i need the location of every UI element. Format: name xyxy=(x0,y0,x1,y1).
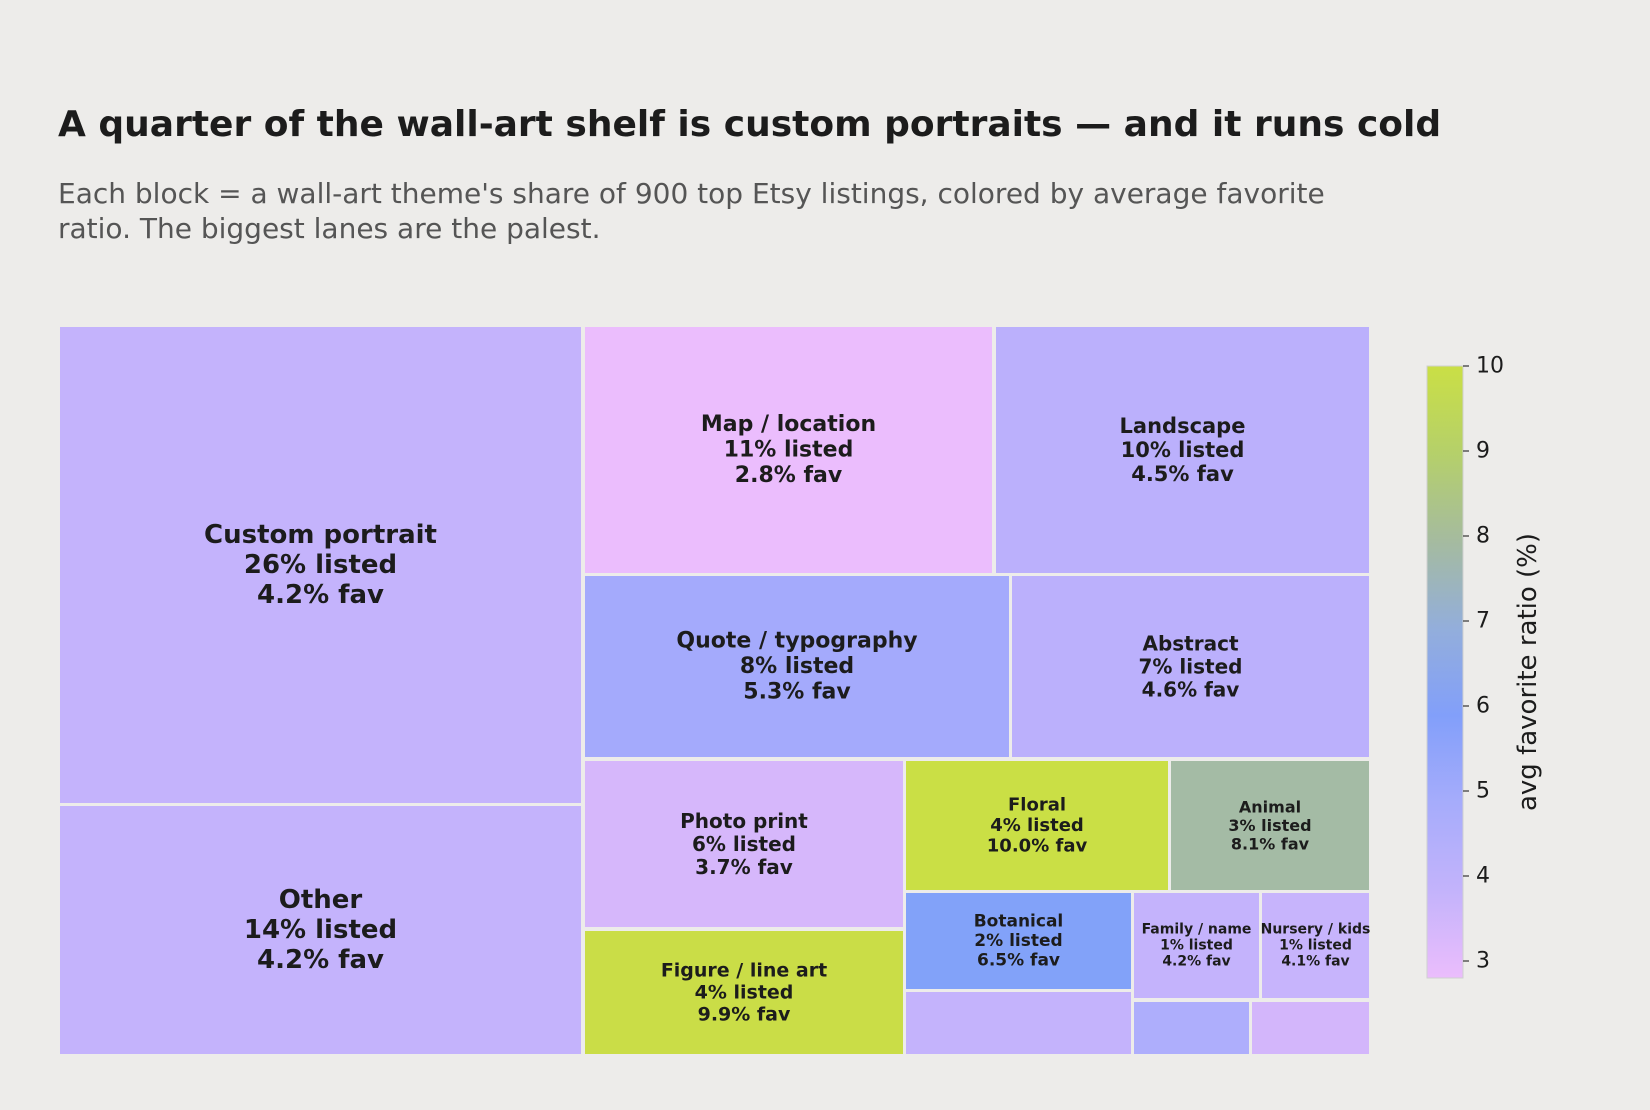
tile-fav-label: 4.6% fav xyxy=(1142,678,1240,702)
tile-name-label: Nursery / kids xyxy=(1261,921,1371,937)
tile-fav-label: 8.1% fav xyxy=(1231,834,1310,853)
tile-rect xyxy=(1262,893,1369,998)
tile-rect xyxy=(1134,1002,1249,1054)
tile-rect xyxy=(60,806,581,1054)
colorbar-tick-label: 6 xyxy=(1476,694,1490,719)
tile-name-label: Figure / line art xyxy=(661,960,827,982)
tile-listed-label: 6% listed xyxy=(692,832,796,856)
tile-name-label: Photo print xyxy=(680,809,808,833)
colorbar-label: avg favorite ratio (%) xyxy=(1513,533,1543,811)
tile-listed-label: 14% listed xyxy=(244,915,397,945)
tile-fav-label: 3.7% fav xyxy=(695,855,793,879)
tile-name-label: Animal xyxy=(1239,798,1301,817)
tile-listed-label: 3% listed xyxy=(1228,816,1311,835)
tile-name-label: Floral xyxy=(1008,794,1066,815)
colorbar-tick-label: 4 xyxy=(1476,864,1490,889)
colorbar-tick-label: 5 xyxy=(1476,779,1490,804)
tile-rect xyxy=(1171,761,1369,890)
tile-listed-label: 4% listed xyxy=(990,815,1084,836)
tile-rect xyxy=(906,893,1131,989)
tile-rect xyxy=(906,761,1168,890)
colorbar-gradient xyxy=(1426,365,1464,979)
tile-fav-label: 5.3% fav xyxy=(743,679,851,704)
tile-rect xyxy=(906,992,1131,1054)
tile-rect xyxy=(585,931,903,1054)
tile-listed-label: 2% listed xyxy=(974,931,1062,951)
tile-rect xyxy=(1252,1002,1369,1054)
tile-fav-label: 6.5% fav xyxy=(977,951,1060,971)
tile-fav-label: 4.2% fav xyxy=(1162,954,1230,970)
tile-rect xyxy=(585,576,1009,757)
colorbar-tick-label: 8 xyxy=(1476,524,1490,549)
tile-listed-label: 1% listed xyxy=(1160,938,1233,954)
tile-name-label: Landscape xyxy=(1120,414,1246,438)
colorbar-tick-label: 7 xyxy=(1476,609,1490,634)
tile-listed-label: 11% listed xyxy=(724,438,854,463)
colorbar-tick-label: 10 xyxy=(1476,354,1504,379)
tile-listed-label: 4% listed xyxy=(695,982,794,1004)
tile-rect xyxy=(585,327,992,573)
chart-title: A quarter of the wall-art shelf is custo… xyxy=(58,104,1442,145)
tile-fav-label: 10.0% fav xyxy=(987,836,1088,857)
tile-name-label: Abstract xyxy=(1142,632,1238,656)
tile-name-label: Map / location xyxy=(701,412,876,437)
tile-fav-label: 2.8% fav xyxy=(735,463,843,488)
colorbar-tick-label: 9 xyxy=(1476,439,1490,464)
tile-listed-label: 1% listed xyxy=(1279,938,1352,954)
tile-listed-label: 26% listed xyxy=(244,550,397,580)
tile-unlabeled-13 xyxy=(906,992,1131,1054)
tile-name-label: Quote / typography xyxy=(676,629,917,654)
tile-fav-label: 4.2% fav xyxy=(257,580,384,610)
tile-rect xyxy=(1012,576,1369,757)
tile-fav-label: 9.9% fav xyxy=(698,1003,791,1025)
tile-rect xyxy=(996,327,1369,573)
tile-name-label: Botanical xyxy=(974,911,1064,931)
colorbar-tick-label: 3 xyxy=(1476,949,1490,974)
tile-fav-label: 4.5% fav xyxy=(1131,462,1234,486)
tile-fav-label: 4.1% fav xyxy=(1281,954,1349,970)
tile-listed-label: 7% listed xyxy=(1139,655,1243,679)
tile-name-label: Family / name xyxy=(1142,921,1252,937)
tile-name-label: Custom portrait xyxy=(204,520,437,550)
tile-unlabeled-14 xyxy=(1134,1002,1249,1054)
tile-unlabeled-15 xyxy=(1252,1002,1369,1054)
tile-fav-label: 4.2% fav xyxy=(257,945,384,975)
tile-listed-label: 8% listed xyxy=(740,654,854,679)
tile-rect xyxy=(60,327,581,803)
tile-name-label: Other xyxy=(279,885,363,915)
chart-subtitle: Each block = a wall-art theme's share of… xyxy=(58,177,1325,245)
tile-listed-label: 10% listed xyxy=(1121,438,1245,462)
tile-rect xyxy=(585,761,903,927)
tile-rect xyxy=(1134,893,1259,998)
